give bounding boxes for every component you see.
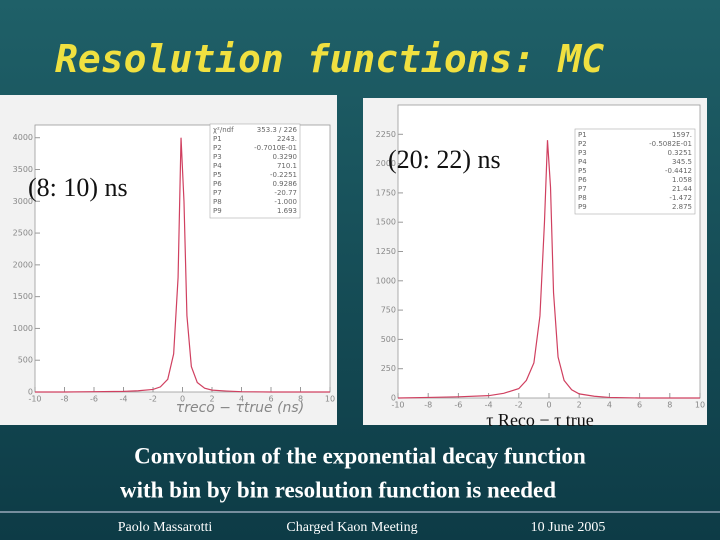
stat-value: 353.3 / 226 <box>257 126 298 134</box>
stat-value: 21.44 <box>672 185 693 193</box>
x-tick-label: 2 <box>209 395 214 404</box>
stat-value: -0.4412 <box>665 167 692 175</box>
stat-name: P7 <box>578 185 587 193</box>
stat-value: -20.77 <box>274 189 297 197</box>
y-tick-label: 500 <box>381 335 396 344</box>
x-tick-label: 10 <box>695 401 705 410</box>
stat-name: P2 <box>213 144 222 152</box>
stat-value: -0.5082E-01 <box>649 140 692 148</box>
stat-name: P5 <box>213 171 222 179</box>
histogram-line <box>35 137 330 393</box>
slide-title: Resolution functions: MC <box>55 37 604 81</box>
x-tick-label: 4 <box>239 395 244 404</box>
y-tick-label: 0 <box>391 394 396 403</box>
y-tick-label: 1250 <box>376 247 396 256</box>
y-tick-label: 3500 <box>13 165 33 174</box>
stat-value: 710.1 <box>277 162 297 170</box>
footer-author: Paolo Massarotti <box>118 520 213 535</box>
stat-name: P4 <box>578 158 587 166</box>
y-tick-label: 2250 <box>376 130 396 139</box>
x-tick-label: 8 <box>667 401 672 410</box>
stat-name: χ²/ndf <box>213 126 234 134</box>
stat-name: P3 <box>578 149 587 157</box>
x-axis-label: τ Reco − τ true <box>486 410 594 430</box>
x-tick-label: -8 <box>424 401 432 410</box>
y-tick-label: 4000 <box>13 133 33 142</box>
stat-name: P5 <box>578 167 587 175</box>
stat-value: 345.5 <box>672 158 692 166</box>
x-tick-label: 10 <box>325 395 335 404</box>
stats-box <box>574 128 696 215</box>
stat-name: P1 <box>213 135 222 143</box>
x-tick-label: -8 <box>61 395 69 404</box>
y-tick-label: 0 <box>28 388 33 397</box>
x-tick-label: -2 <box>515 401 523 410</box>
x-tick-label: 4 <box>607 401 612 410</box>
x-tick-label: 6 <box>268 395 273 404</box>
stat-name: P8 <box>213 198 222 206</box>
y-tick-label: 1500 <box>376 218 396 227</box>
y-tick-label: 3000 <box>13 197 33 206</box>
x-tick-label: -10 <box>28 395 41 404</box>
caption: with bin by bin resolution function is n… <box>120 477 556 502</box>
y-tick-label: 2500 <box>13 229 33 238</box>
caption: Convolution of the exponential decay fun… <box>134 443 586 468</box>
stat-value: 1597. <box>672 131 692 139</box>
footer-event: Charged Kaon Meeting <box>286 520 417 535</box>
x-tick-label: -10 <box>391 401 404 410</box>
stat-name: P4 <box>213 162 222 170</box>
stat-name: P6 <box>578 176 587 184</box>
y-tick-label: 1500 <box>13 292 33 301</box>
x-tick-label: 0 <box>546 401 551 410</box>
x-tick-label: 8 <box>298 395 303 404</box>
stat-value: 1.058 <box>672 176 692 184</box>
stat-name: P3 <box>213 153 222 161</box>
stat-value: -1.472 <box>669 194 692 202</box>
stats-box <box>209 123 301 219</box>
stat-value: 0.3251 <box>668 149 693 157</box>
stat-name: P2 <box>578 140 587 148</box>
y-tick-label: 250 <box>381 364 396 373</box>
stat-value: 2.875 <box>672 203 692 211</box>
x-tick-label: -4 <box>120 395 128 404</box>
footer-date: 10 June 2005 <box>531 520 606 535</box>
y-tick-label: 500 <box>18 356 33 365</box>
y-tick-label: 1000 <box>13 324 33 333</box>
x-tick-label: 2 <box>577 401 582 410</box>
histogram-line <box>397 140 700 399</box>
stat-value: -0.7010E-01 <box>254 144 297 152</box>
x-tick-label: -6 <box>454 401 462 410</box>
stat-value: 0.9286 <box>273 180 298 188</box>
stat-name: P9 <box>213 207 222 215</box>
x-tick-label: 6 <box>637 401 642 410</box>
y-tick-label: 750 <box>381 306 396 315</box>
stat-name: P1 <box>578 131 587 139</box>
stat-value: 0.3290 <box>273 153 298 161</box>
x-tick-label: -2 <box>149 395 157 404</box>
stat-name: P8 <box>578 194 587 202</box>
stat-name: P9 <box>578 203 587 211</box>
stat-value: -0.2251 <box>270 171 297 179</box>
y-tick-label: 1750 <box>376 188 396 197</box>
x-tick-label: -4 <box>485 401 493 410</box>
stat-value: -1.000 <box>274 198 297 206</box>
annotation: (20: 22) ns <box>388 145 501 174</box>
x-axis-label: τreco − τtrue (ns) <box>176 400 304 416</box>
annotation: (8: 10) ns <box>28 173 128 202</box>
x-tick-label: -6 <box>90 395 98 404</box>
stat-value: 1.693 <box>277 207 297 215</box>
y-tick-label: 2000 <box>13 260 33 269</box>
stat-value: 2243. <box>277 135 297 143</box>
y-tick-label: 1000 <box>376 276 396 285</box>
y-tick-label: 2000 <box>376 159 396 168</box>
stat-name: P7 <box>213 189 222 197</box>
x-tick-label: 0 <box>180 395 185 404</box>
stat-name: P6 <box>213 180 222 188</box>
